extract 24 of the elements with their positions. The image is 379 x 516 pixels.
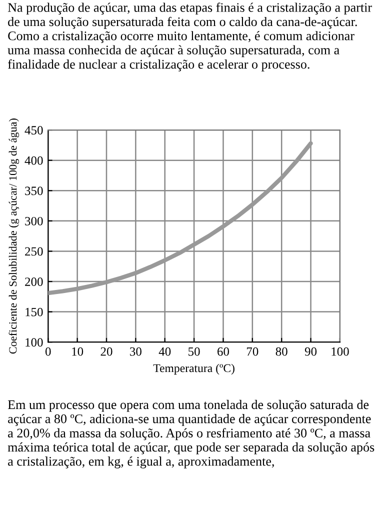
y-tick-label: 250 [25, 247, 43, 256]
x-tick-label: 20 [100, 347, 112, 356]
x-tick-label: 50 [188, 347, 200, 356]
x-tick-label: 80 [276, 347, 288, 356]
y-tick-label: 350 [25, 186, 43, 196]
text: Em um processo que opera com uma tonelada de solução saturada de açúcar a 80 ºC, adiciona-se uma quantidade de açúcar correspondente a 20,0% da massa da solução. Após o resfriamento até 30 ºC, a massa máxima teórica total de açúcar, que pode ser separada da solução após a cristalização, em kg, é igual a, aproximadamente, [8, 400, 374, 468]
x-tick-label: 10 [72, 347, 84, 356]
x-tick-label: 40 [158, 347, 171, 356]
y-tick-label: 450 [24, 126, 43, 134]
x-tick-label: 70 [246, 347, 258, 356]
y-tick-label: 300 [25, 216, 43, 226]
x-tick-label: 90 [304, 347, 317, 356]
x-axis-title: Temperatura (ºC) [153, 364, 234, 375]
line-series [48, 141, 313, 296]
x-tick-label: 60 [218, 347, 230, 356]
x-tick-label: 100 [332, 347, 349, 356]
x-tick-label: 0 [45, 347, 51, 356]
y-axis-title: Coeficiente de Solubilidade (g açúcar/ 100g de água) [8, 118, 19, 354]
x-tick-label: 30 [130, 347, 142, 356]
y-tick-label: 200 [25, 278, 43, 286]
y-tick-label: 150 [26, 308, 43, 316]
y-tick-label: 400 [24, 156, 43, 165]
text: Na produção de açúcar, uma das etapas finais é a cristalização a partir de uma solução supersaturada feita com o caldo da cana-de-açúcar. Como a cristalização ocorre muito lentamente, é comum adicionar uma massa conhecida de açúcar à solução supersaturada, com a finalidade de nuclear a cristalização e acelerar o processo. [8, 2, 372, 72]
y-tick-label: 100 [26, 338, 43, 347]
